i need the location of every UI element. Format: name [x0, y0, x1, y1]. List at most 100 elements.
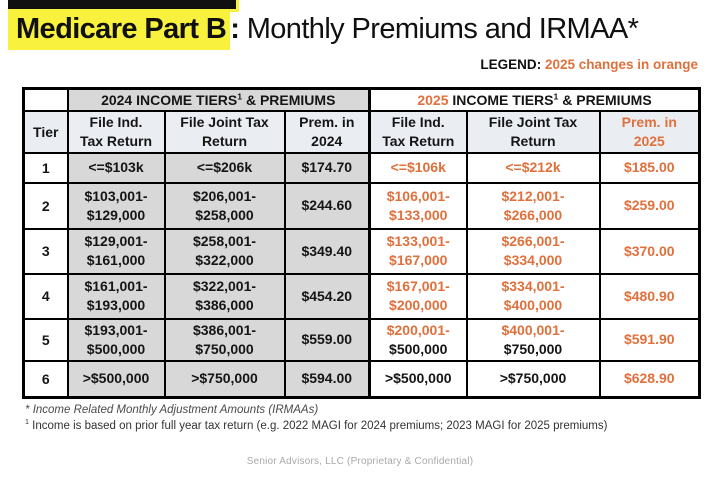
table-row: 4 $161,001- $193,000 $322,001- $386,000 $454.… [22, 272, 701, 320]
footnote-income: 1 Income is based on prior full year tax… [25, 418, 607, 432]
premium-2025-cell: $370.00 [598, 227, 701, 275]
col-header-2025-joint: File Joint Tax Return [465, 109, 601, 154]
cell-text: $133,000 [389, 206, 448, 223]
cell-text: $628.90 [623, 370, 675, 387]
income-2025-cell: >$750,000 [465, 359, 601, 399]
cell-text: $400,001- [501, 321, 565, 338]
cell-text: $106,001- [386, 187, 450, 204]
section-2024-sup: 1 [237, 91, 243, 102]
col-header-2024-individual: File Ind. Tax Return [66, 109, 166, 154]
legend-colon: : [536, 57, 545, 72]
cell-text: $193,001- [84, 321, 148, 338]
income-2025-cell: $266,001- $334,000 [465, 227, 601, 275]
title-colon: : [230, 13, 240, 45]
premium-table: 2024 INCOME TIERS1 & PREMIUMS 2025 INCOM… [22, 87, 702, 399]
cell-text: $322,001- [192, 278, 257, 294]
cell-text: $200,000 [389, 297, 448, 313]
cell-text: $244.60 [301, 197, 353, 213]
section-2024-tail: & PREMIUMS [242, 91, 336, 108]
cell-text: >$500,000 [82, 370, 150, 387]
section-2025-tail: & PREMIUMS [558, 91, 652, 108]
section-header-row: 2024 INCOME TIERS1 & PREMIUMS 2025 INCOM… [22, 87, 701, 112]
cell-text: $334,000 [503, 252, 563, 268]
premium-2024-cell: $174.70 [283, 151, 371, 184]
premium-2024-cell: $349.40 [283, 227, 371, 275]
clipped-text-bar [8, 0, 236, 9]
col-header-2025-individual: File Ind. Tax Return [368, 109, 468, 154]
section-2025-mid: INCOME TIERS [448, 91, 554, 108]
tier-number: 4 [22, 272, 69, 320]
cell-text: $370.00 [623, 242, 675, 259]
section-2024-mid: INCOME TIERS [132, 91, 238, 108]
cell-text: >$500,000 [384, 370, 452, 387]
premium-2024-cell: $559.00 [283, 317, 371, 362]
column-header-row: Tier File Ind. Tax Return File Joint Tax R… [22, 109, 701, 154]
cell-text: $266,001- [501, 233, 565, 249]
title-rest: Monthly Premiums and IRMAA* [239, 13, 639, 45]
cell-text: $129,001- [84, 233, 148, 249]
premium-2025-cell: $591.90 [598, 317, 701, 362]
table-row: 5 $193,001- $500,000 $386,001- $750,000 $559.… [22, 317, 701, 362]
col-header-2024-joint: File Joint Tax Return [163, 109, 286, 154]
premium-2025-cell: $259.00 [598, 181, 701, 230]
premium-2024-cell: $454.20 [283, 272, 371, 320]
income-2025-cell: <=$212k [465, 151, 601, 184]
tier-number: 5 [22, 317, 69, 362]
table-row: 3 $129,001- $161,000 $258,001- $322,000 $349.… [22, 227, 701, 275]
table-body: 1 <=$103k <=$206k $174.70 <=$106k <=$212k $185… [22, 151, 701, 399]
premium-2025-cell: $185.00 [598, 151, 701, 184]
footnote-irmaa-marker: * [25, 404, 30, 416]
col-header-2025-premium: Prem. in 2025 [598, 109, 701, 154]
income-2025-cell: $334,001- $400,000 [465, 272, 601, 320]
cell-text: $161,000 [86, 252, 146, 268]
footnote-income-marker: 1 [25, 418, 29, 427]
tier-column-header: Tier [22, 109, 69, 154]
corner-cell [22, 87, 69, 112]
section-header-2025: 2025 INCOME TIERS1 & PREMIUMS [368, 87, 701, 112]
tier-number: 1 [22, 151, 69, 184]
section-2025-year: 2025 [417, 91, 449, 108]
income-2025-cell: $212,001- $266,000 [465, 181, 601, 230]
section-2024-year: 2024 [101, 91, 133, 108]
cell-text: <=$212k [505, 159, 561, 175]
tier-number: 3 [22, 227, 69, 275]
cell-text: $200,001- [386, 321, 450, 338]
cell-text: $185.00 [623, 159, 675, 175]
section-2025-sup: 1 [553, 91, 559, 102]
income-2024-cell: >$750,000 [163, 359, 286, 399]
cell-text: $193,000 [86, 297, 146, 313]
cell-text: <=$106k [390, 159, 446, 175]
cell-text: $167,000 [389, 252, 448, 268]
title-highlight: Medicare Part B [8, 10, 231, 50]
income-2024-cell: >$500,000 [66, 359, 166, 399]
income-2024-cell: $193,001- $500,000 [66, 317, 166, 362]
footnotes: * Income Related Monthly Adjustment Amou… [25, 404, 607, 432]
cell-text: $334,001- [501, 278, 565, 294]
cell-text: $259.00 [623, 197, 675, 213]
legend-value: 2025 changes in orange [544, 57, 698, 72]
cell-text: $386,000 [195, 297, 254, 313]
cell-text: $750,000 [195, 340, 254, 357]
income-2025-cell: $200,001- $500,000 [368, 317, 468, 362]
income-2024-cell: $103,001- $129,000 [66, 181, 166, 230]
premium-2024-cell: $594.00 [283, 359, 371, 399]
cell-text: $322,000 [195, 252, 254, 268]
cell-text: $750,000 [503, 340, 563, 357]
cell-text: $103,001- [84, 187, 148, 204]
income-2025-cell: >$500,000 [368, 359, 468, 399]
cell-text: $349.40 [301, 242, 353, 259]
cell-text: $174.70 [301, 159, 353, 175]
col-header-2024-premium: Prem. in 2024 [283, 109, 371, 154]
legend: LEGEND: 2025 changes in orange [480, 57, 698, 72]
cell-text: $500,000 [389, 340, 448, 357]
cell-text: $167,001- [386, 278, 450, 294]
table-row: 6 >$500,000 >$750,000 $594.00 >$500,000 >$750… [22, 359, 701, 399]
premium-2024-cell: $244.60 [283, 181, 371, 230]
income-2025-cell: <=$106k [368, 151, 468, 184]
cell-text: $591.90 [623, 331, 675, 347]
page-title: Medicare Part B: Monthly Premiums and IR… [8, 10, 639, 50]
premium-2025-cell: $628.90 [598, 359, 701, 399]
cell-text: $266,000 [503, 206, 563, 223]
legend-label: LEGEND [480, 57, 537, 72]
cell-text: $559.00 [301, 331, 353, 347]
